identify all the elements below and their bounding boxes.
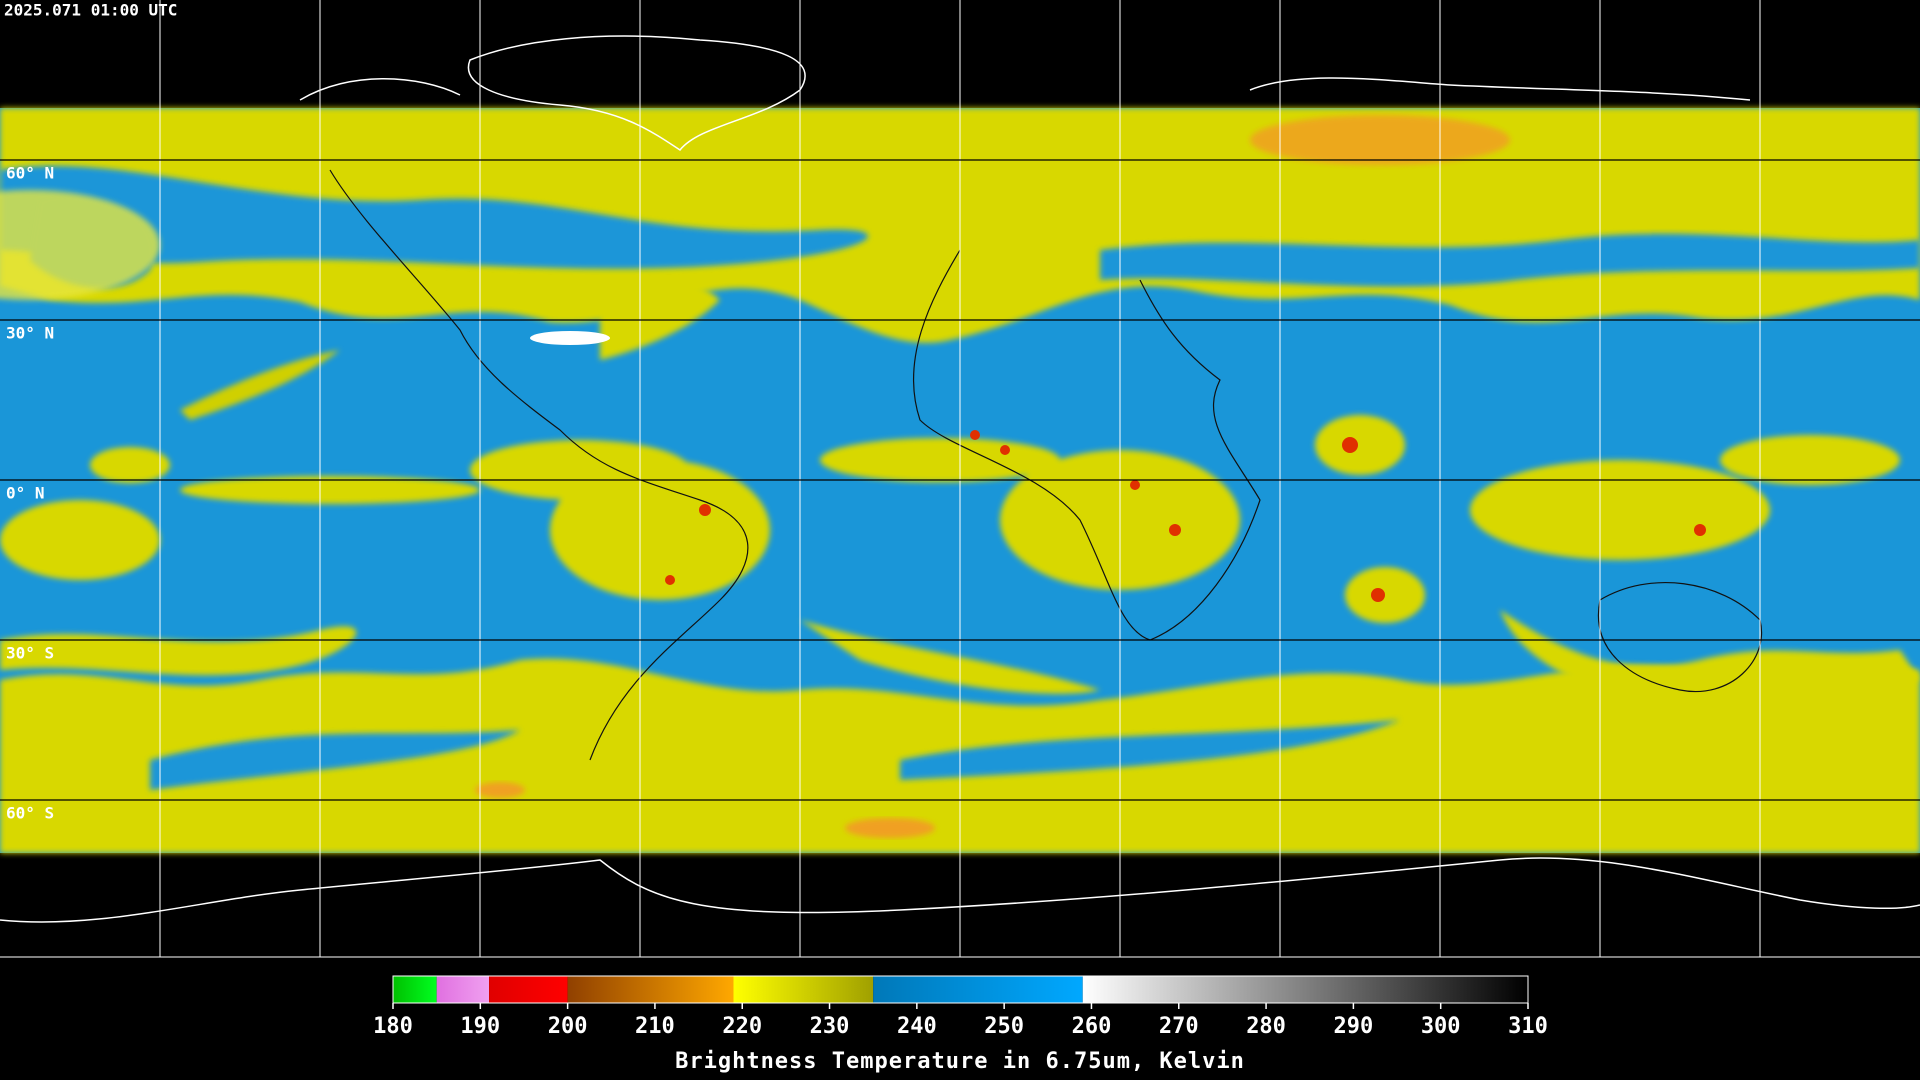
convection-band [90,447,170,483]
convection-band [180,476,480,504]
colorbar-segment [393,976,437,1003]
africa-coast [912,249,1261,641]
coastlines-continents [329,169,1763,761]
latitude-label: 60° S [6,804,54,823]
convection-band [470,440,690,500]
dry-filament [1500,610,1920,700]
latitude-label: 0° N [6,484,45,503]
deep-core [699,504,711,516]
arctic-islands [299,78,461,101]
colorbar-segment [1082,976,1528,1003]
colorbar-tick-label: 210 [635,1014,675,1039]
convection-band [1720,435,1900,485]
colorbar-title: Brightness Temperature in 6.75um, Kelvin [675,1049,1245,1074]
colorbar-tick-label: 220 [722,1014,762,1039]
moist-intrusion [1100,233,1920,287]
cloud-swirl [0,190,160,300]
tropical-convection [0,415,1900,623]
deep-core [1371,588,1385,602]
deep-core [1130,480,1140,490]
deep-core [1694,524,1706,536]
greenland [467,35,806,152]
colorbar-segment [733,976,874,1003]
colorbar-segment [567,976,734,1003]
latitude-label: 30° S [6,644,54,663]
cold-dry-patch [475,782,525,798]
moist-intrusion [0,165,868,269]
cold-dry-patch [845,818,935,838]
colorbar-frame [392,975,1529,1004]
colorbar-tick-label: 230 [810,1014,850,1039]
dry-filament [180,350,340,420]
colorbar-tick-label: 250 [984,1014,1024,1039]
deep-core [1342,437,1358,453]
deep-convection [665,430,1706,602]
moist-filament [900,720,1400,780]
colorbar-tick-label: 240 [897,1014,937,1039]
dry-filament [800,620,1100,694]
australia-coast [1597,582,1763,693]
convection-maritime [1470,460,1770,560]
deep-core [665,575,675,585]
colorbar-tick-label: 190 [460,1014,500,1039]
latitude-label: 30° N [6,324,54,343]
siberia-coast [1249,77,1751,101]
convection-band [820,438,1060,482]
cold-dry-patch [1250,115,1510,165]
colorbar-segment [436,976,490,1003]
dry-filament [0,626,357,676]
timestamp: 2025.071 01:00 UTC [4,1,177,20]
colorbar-tick-label: 260 [1072,1014,1112,1039]
colorbar-tick-label: 270 [1159,1014,1199,1039]
colorbar-segment [489,976,568,1003]
convection-pacific [0,500,160,580]
colorbar-tick-label: 200 [548,1014,588,1039]
colorbar-tick-label: 180 [373,1014,413,1039]
colorbar-segment [873,976,1083,1003]
dry-spot [530,331,610,345]
cyclone [1315,415,1405,475]
deep-core [1000,445,1010,455]
deep-core [1169,524,1181,536]
graticule: 60° N 30° N 0° N 30° S 60° S [0,0,1920,958]
latitude-label: 60° N [6,164,54,183]
colorbar-tick-label: 290 [1334,1014,1374,1039]
americas-coast [329,169,749,761]
colorbar-tick-label: 300 [1421,1014,1461,1039]
colorbar-tick-label: 310 [1508,1014,1548,1039]
coastlines-polar [0,35,1920,923]
deep-core [970,430,980,440]
antarctica [0,857,1920,923]
colorbar-tick-label: 280 [1246,1014,1286,1039]
moist-filament [150,730,520,790]
colorbar: 180 190 200 210 220 230 240 250 260 270 280 290 300 3… [373,975,1548,1039]
